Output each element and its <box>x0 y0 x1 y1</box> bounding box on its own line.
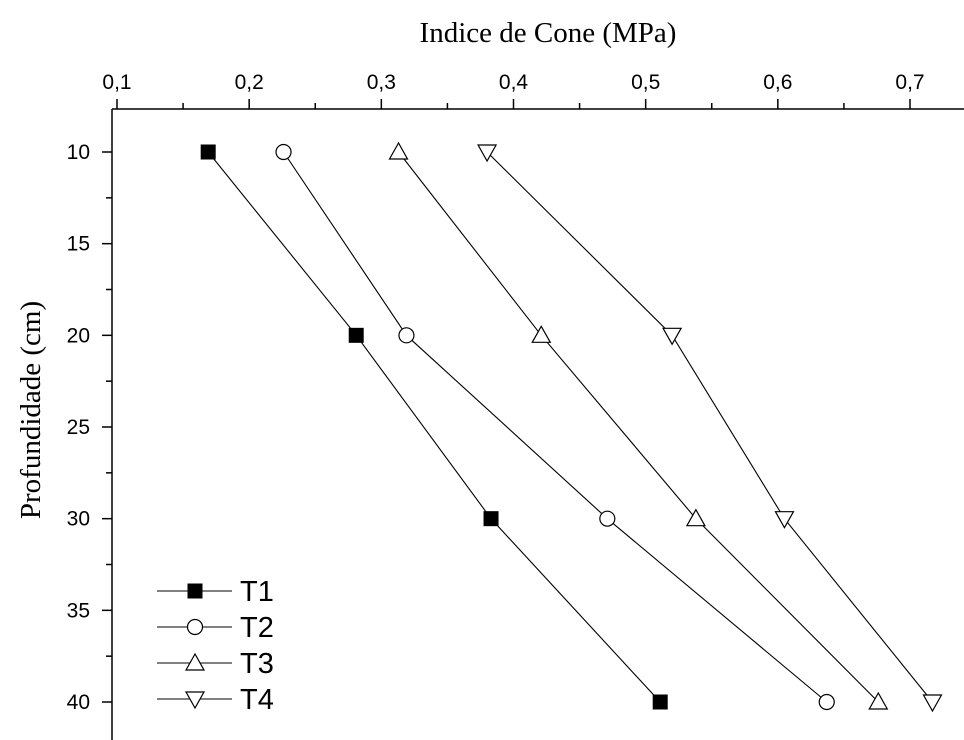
series-t3 <box>388 141 889 710</box>
legend-marker <box>187 583 203 599</box>
y-tick-label: 30 <box>67 508 90 531</box>
y-tick-label: 35 <box>67 599 90 622</box>
y-tick-label: 15 <box>67 233 90 256</box>
data-point <box>531 325 552 343</box>
x-tick-label: 0,1 <box>102 71 131 94</box>
legend-label: T1 <box>240 576 274 608</box>
plot-series <box>200 141 943 713</box>
series-t2 <box>275 143 835 711</box>
y-tick-label: 25 <box>67 416 90 439</box>
legend-item-t4: T4 <box>157 684 274 716</box>
x-tick-label: 0,5 <box>631 71 660 94</box>
x-tick-label: 0,6 <box>763 71 792 94</box>
legend-label: T3 <box>240 648 274 680</box>
x-tick-label: 0,2 <box>235 71 264 94</box>
data-point <box>818 693 835 711</box>
y-tick-label: 40 <box>67 691 90 714</box>
data-point <box>599 510 616 527</box>
data-point <box>662 327 683 346</box>
series-line <box>283 151 828 703</box>
x-tick-label: 0,7 <box>895 71 924 94</box>
legend-item-t1: T1 <box>157 576 274 608</box>
series-t4 <box>477 144 943 713</box>
data-point <box>685 508 706 527</box>
data-point <box>388 141 409 160</box>
y-axis-title: Profundidade (cm) <box>15 301 47 519</box>
data-point <box>398 327 415 344</box>
data-point <box>483 511 499 527</box>
data-point <box>477 144 498 163</box>
x-tick-label: 0,4 <box>499 71 529 94</box>
data-point <box>348 327 364 343</box>
series-line <box>207 151 661 703</box>
x-axis-title: Indice de Cone (MPa) <box>420 17 677 49</box>
legend-marker <box>186 618 204 636</box>
data-point <box>922 694 943 713</box>
y-tick-label: 20 <box>67 324 90 347</box>
legend-item-t2: T2 <box>157 612 274 644</box>
data-point <box>868 691 889 710</box>
x-tick-label: 0,3 <box>367 71 396 94</box>
axes: 0,1 0,2 0,3 0,4 0,5 0,6 0,7 10 15 20 25 30 35 40 <box>67 71 964 740</box>
legend-marker <box>184 691 206 710</box>
legend-marker <box>184 652 206 671</box>
legend-label: T2 <box>240 612 274 644</box>
series-line <box>398 151 879 703</box>
series-line <box>486 151 933 703</box>
data-point <box>275 143 292 161</box>
y-tick-label: 10 <box>67 141 90 164</box>
legend: T1 T2 T3 T4 <box>157 576 274 716</box>
legend-item-t3: T3 <box>157 648 274 680</box>
data-point <box>774 511 795 529</box>
legend-label: T4 <box>240 684 274 716</box>
series-t1 <box>200 144 668 710</box>
data-point <box>652 694 668 710</box>
data-point <box>200 144 216 160</box>
